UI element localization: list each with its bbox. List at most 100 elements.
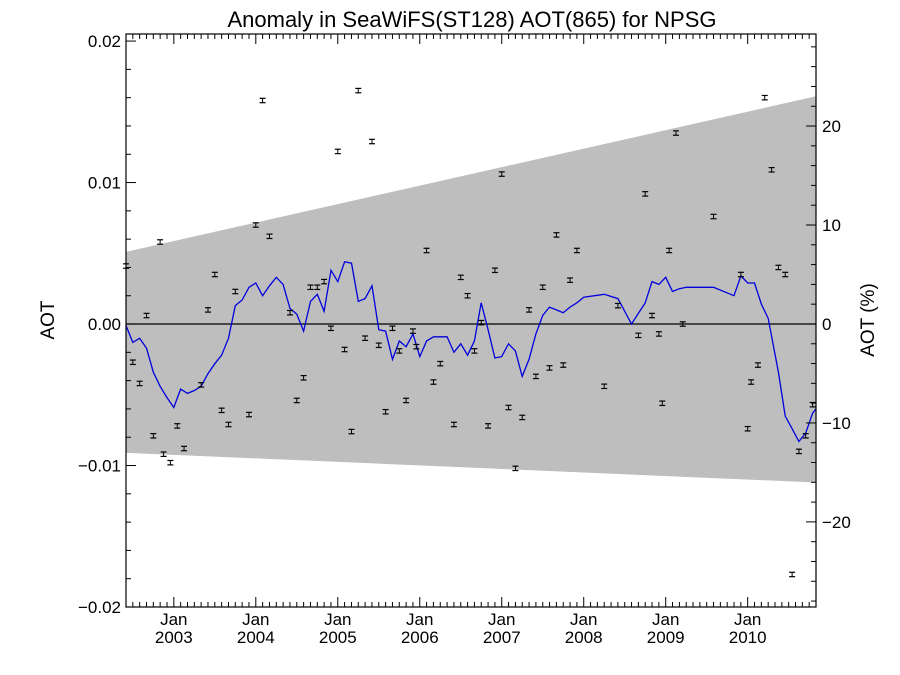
data-point <box>409 328 416 334</box>
data-point <box>744 425 751 432</box>
data-point <box>491 267 498 274</box>
y-tick-label-left: 0.00 <box>88 315 121 334</box>
data-point <box>505 404 512 411</box>
data-point <box>601 383 608 390</box>
data-point <box>334 148 341 155</box>
y-tick-label-right: 20 <box>822 117 841 136</box>
data-point <box>143 312 150 319</box>
data-point <box>450 421 457 428</box>
data-point <box>300 375 307 381</box>
data-point <box>232 288 239 295</box>
y-tick-label-left: −0.02 <box>78 598 121 617</box>
data-point <box>157 239 164 245</box>
chart-title: Anomaly in SeaWiFS(ST128) AOT(865) for N… <box>227 7 716 32</box>
data-point <box>266 233 273 240</box>
data-point <box>181 445 188 452</box>
data-point <box>567 277 574 283</box>
data-point <box>403 397 410 404</box>
running-mean-line <box>125 261 817 443</box>
data-point <box>457 274 464 281</box>
data-point <box>348 428 355 435</box>
data-point <box>635 332 642 339</box>
data-point <box>642 191 649 197</box>
x-tick-label-year: 2009 <box>647 628 685 647</box>
data-point <box>761 94 768 101</box>
y-tick-label-left: −0.01 <box>78 457 121 476</box>
data-point <box>396 348 403 354</box>
data-point <box>710 213 717 220</box>
data-point <box>437 360 444 367</box>
y-tick-label-right: 0 <box>822 315 831 334</box>
data-point <box>573 247 580 254</box>
data-point <box>539 284 546 291</box>
data-point <box>321 278 328 285</box>
x-tick-label-year: 2003 <box>155 628 193 647</box>
data-point <box>560 362 567 368</box>
data-point <box>659 400 666 407</box>
data-point <box>245 411 252 418</box>
data-point <box>341 346 348 353</box>
data-point <box>355 87 362 94</box>
data-point <box>129 359 136 366</box>
data-point <box>150 433 157 439</box>
data-point <box>553 232 560 238</box>
data-point <box>160 451 167 457</box>
y-tick-label-right: −10 <box>822 414 851 433</box>
data-point <box>512 465 519 472</box>
y-tick-label-left: 0.02 <box>88 32 121 51</box>
data-point <box>198 382 205 388</box>
y-tick-label-right: −20 <box>822 513 851 532</box>
y-tick-label-left: 0.01 <box>88 174 121 193</box>
data-point <box>737 271 744 278</box>
data-point <box>167 459 174 466</box>
x-tick-label-month: Jan <box>324 610 351 629</box>
data-point <box>252 222 259 228</box>
data-point <box>307 284 314 291</box>
data-point <box>519 414 526 421</box>
data-point <box>211 271 218 278</box>
x-tick-label-year: 2005 <box>319 628 357 647</box>
data-point <box>286 309 293 316</box>
data-point <box>478 319 485 326</box>
data-point <box>389 325 396 332</box>
x-tick-label-year: 2006 <box>401 628 439 647</box>
data-point <box>679 321 686 327</box>
data-point <box>413 343 420 350</box>
x-tick-label-year: 2008 <box>565 628 603 647</box>
data-point <box>655 331 662 337</box>
data-point <box>754 362 761 368</box>
data-point <box>532 373 539 380</box>
confidence-band <box>126 96 816 483</box>
x-tick-label-month: Jan <box>734 610 761 629</box>
data-point <box>782 271 789 278</box>
data-point <box>485 423 492 429</box>
data-point <box>748 379 755 385</box>
y-axis-label-right: AOT (%) <box>858 283 879 357</box>
x-tick-label-month: Jan <box>242 610 269 629</box>
data-point <box>464 292 471 299</box>
data-point <box>327 325 334 332</box>
data-point <box>368 138 375 145</box>
data-point <box>789 571 796 578</box>
x-tick-label-year: 2004 <box>237 628 275 647</box>
data-point <box>136 380 143 387</box>
x-tick-label-month: Jan <box>570 610 597 629</box>
data-point <box>666 247 673 254</box>
x-tick-label-month: Jan <box>160 610 187 629</box>
data-point <box>802 433 809 439</box>
data-point <box>205 307 212 313</box>
data-point <box>314 284 321 291</box>
x-tick-label-year: 2007 <box>483 628 521 647</box>
data-point <box>546 365 553 371</box>
data-point <box>362 335 369 341</box>
data-point <box>259 97 266 104</box>
data-point <box>375 342 382 349</box>
data-point <box>293 397 300 404</box>
data-point <box>672 130 679 136</box>
x-tick-label-month: Jan <box>652 610 679 629</box>
data-point <box>174 423 181 429</box>
data-point <box>218 407 225 414</box>
data-point <box>498 171 505 177</box>
data-point <box>614 302 621 309</box>
